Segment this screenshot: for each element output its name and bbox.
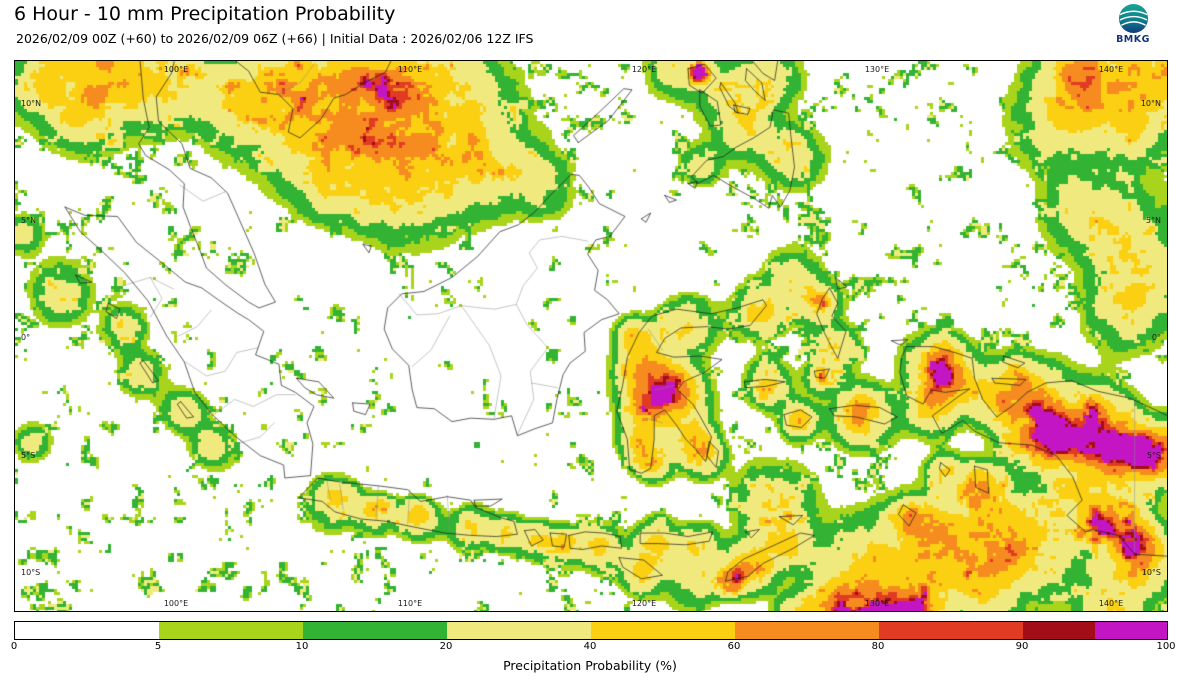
colorbar-segment xyxy=(591,622,735,639)
map-area: 100°E 100°E 110°E 110°E 120°E 120°E 130°E 130°E… xyxy=(14,60,1168,612)
colorbar-tick-label: 20 xyxy=(439,641,453,652)
colorbar-tick-label: 40 xyxy=(583,641,597,652)
colorbar xyxy=(14,621,1168,640)
colorbar-segment xyxy=(735,622,879,639)
colorbar-tick-label: 0 xyxy=(10,641,18,652)
lat-label-right: 10°S xyxy=(1141,568,1161,577)
lon-label-bottom: 110°E xyxy=(397,599,423,608)
colorbar-tick-label: 60 xyxy=(727,641,741,652)
lat-label-left: 10°S xyxy=(21,568,41,577)
colorbar-segment xyxy=(879,622,1023,639)
lon-label-top: 110°E xyxy=(397,65,423,74)
lon-label-top: 130°E xyxy=(864,65,890,74)
colorbar-segment xyxy=(303,622,447,639)
bmkg-logo: BMKG xyxy=(1106,3,1160,45)
colorbar-tick-label: 90 xyxy=(1015,641,1029,652)
bmkg-logo-label: BMKG xyxy=(1116,34,1150,45)
colorbar-tick-label: 100 xyxy=(1156,641,1176,652)
lon-label-bottom: 100°E xyxy=(163,599,189,608)
lon-label-bottom: 120°E xyxy=(631,599,657,608)
colorbar-tick-label: 5 xyxy=(154,641,162,652)
lon-label-top: 100°E xyxy=(163,65,189,74)
lon-label-top: 120°E xyxy=(631,65,657,74)
lat-label-left: 5°N xyxy=(21,216,37,225)
lat-label-left: 0° xyxy=(21,333,31,342)
colorbar-tick-label: 10 xyxy=(295,641,309,652)
bmkg-globe-icon xyxy=(1118,3,1148,34)
colorbar-segment xyxy=(15,622,159,639)
lat-label-right: 0° xyxy=(1151,333,1161,342)
colorbar-segment xyxy=(159,622,303,639)
forecast-period-subtitle: 2026/02/09 00Z (+60) to 2026/02/09 06Z (… xyxy=(16,31,534,46)
lat-label-right: 5°S xyxy=(1146,451,1161,460)
lat-label-left: 5°S xyxy=(21,451,36,460)
map-canvas xyxy=(15,61,1167,611)
lat-label-right: 5°N xyxy=(1145,216,1161,225)
lon-label-bottom: 130°E xyxy=(864,599,890,608)
colorbar-tick-label: 80 xyxy=(871,641,885,652)
page-title: 6 Hour - 10 mm Precipitation Probability xyxy=(14,3,396,25)
lon-label-top: 140°E xyxy=(1098,65,1124,74)
lat-label-right: 10°N xyxy=(1140,99,1161,108)
lon-label-bottom: 140°E xyxy=(1098,599,1124,608)
colorbar-segment xyxy=(447,622,591,639)
colorbar-title: Precipitation Probability (%) xyxy=(503,658,677,673)
lat-label-left: 10°N xyxy=(21,99,42,108)
colorbar-segment xyxy=(1023,622,1095,639)
colorbar-segment xyxy=(1095,622,1167,639)
